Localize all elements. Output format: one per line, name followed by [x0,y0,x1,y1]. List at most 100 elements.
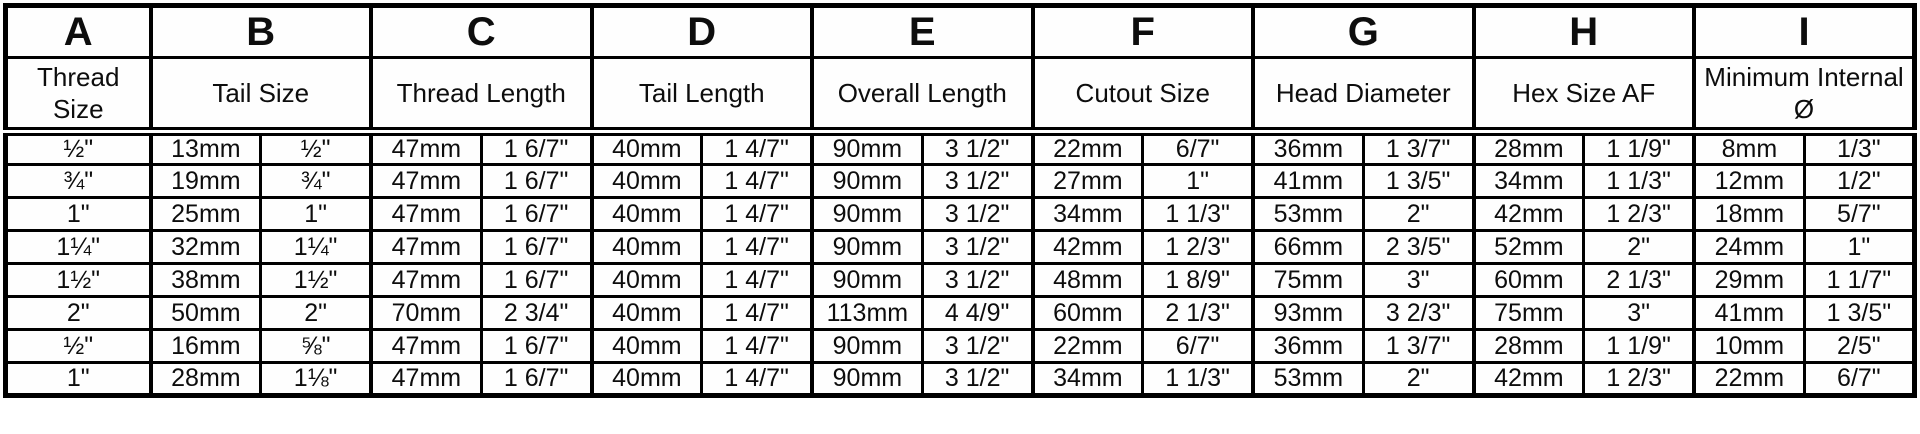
table-row: 1" 28mm 1⅛" 47mm 1 6/7" 40mm 1 4/7" 90mm 3 1/2" 3… [4,361,1917,397]
table-cell: 1½" [259,262,373,298]
table-cell: 3 1/2" [920,229,1035,265]
table-cell: 36mm [1250,328,1365,364]
table-cell: 2 3/5" [1361,229,1476,265]
table-cell: 3 1/2" [920,130,1035,166]
table-cell: 70mm [368,295,483,331]
table-cell: 24mm [1691,229,1806,265]
table-cell: 1 3/7" [1361,130,1476,166]
table-cell: 3 1/2" [920,196,1035,232]
column-letter-g: G [1251,4,1475,59]
table-cell: 1 3/5" [1361,163,1476,199]
table-cell: 1 1/9" [1582,328,1696,364]
table-header: A B C D E F G H I Thread Size Tail Size … [4,4,1916,136]
table-cell: 1" [259,196,373,232]
table-cell: 40mm [589,196,704,232]
table-cell: 6/7" [1141,328,1255,364]
table-cell: 34mm [1471,163,1586,199]
table-cell: ¾" [4,163,152,199]
table-cell: 2" [1582,229,1696,265]
header-head-diameter: Head Diameter [1251,56,1475,136]
table-cell: 40mm [589,229,704,265]
table-cell: 5/7" [1802,196,1917,232]
table-cell: 1 6/7" [479,262,594,298]
table-cell: 32mm [148,229,263,265]
table-cell: 75mm [1250,262,1365,298]
table-cell: 47mm [368,361,483,397]
table-cell: 2" [1361,361,1476,397]
table-cell: 1¼" [259,229,373,265]
table-cell: 2" [1361,196,1476,232]
column-letter-h: H [1471,4,1696,59]
table-cell: 1 1/3" [1141,361,1255,397]
table-cell: 42mm [1030,229,1145,265]
table-cell: 6/7" [1802,361,1917,397]
table-cell: 3 2/3" [1361,295,1476,331]
table-cell: ¾" [259,163,373,199]
table-cell: 47mm [368,196,483,232]
table-cell: 12mm [1691,163,1806,199]
table-cell: ⅝" [259,328,373,364]
header-tail-size: Tail Size [148,56,373,136]
table-cell: 60mm [1471,262,1586,298]
table-cell: 1 1/9" [1582,130,1696,166]
table-cell: 1 4/7" [700,328,814,364]
table-cell: 40mm [589,130,704,166]
header-tail-length: Tail Length [589,56,814,136]
column-description-row: Thread Size Tail Size Thread Length Tail… [4,56,1916,136]
table-cell: 27mm [1030,163,1145,199]
table-cell: 1 2/3" [1582,361,1696,397]
table-cell: 2 1/3" [1141,295,1255,331]
table-cell: 90mm [809,130,924,166]
table-cell: 34mm [1030,196,1145,232]
table-cell: 1 4/7" [700,130,814,166]
table-cell: 90mm [809,196,924,232]
table-cell: 6/7" [1141,130,1255,166]
table-cell: 53mm [1250,361,1365,397]
table-cell: 41mm [1250,163,1365,199]
table-cell: 90mm [809,361,924,397]
table-cell: 1 8/9" [1141,262,1255,298]
table-row: ½" 13mm ½" 47mm 1 6/7" 40mm 1 4/7" 90mm 3 1/2" 22… [4,130,1917,166]
header-thread-size: Thread Size [4,56,152,136]
table-cell: 1 6/7" [479,163,594,199]
table-cell: 47mm [368,130,483,166]
table-cell: 1 2/3" [1141,229,1255,265]
table-cell: 1 1/3" [1582,163,1696,199]
table-cell: 40mm [589,163,704,199]
table-cell: 48mm [1030,262,1145,298]
table-cell: 25mm [148,196,263,232]
table-cell: 3 1/2" [920,163,1035,199]
table-cell: 1 6/7" [479,196,594,232]
table-cell: 90mm [809,262,924,298]
table-row: 1¼" 32mm 1¼" 47mm 1 6/7" 40mm 1 4/7" 90mm 3 1/2"… [4,229,1917,265]
table-cell: 1 4/7" [700,262,814,298]
table-body: ½" 13mm ½" 47mm 1 6/7" 40mm 1 4/7" 90mm 3 1/2" 22… [4,130,1917,397]
column-letter-b: B [148,4,373,59]
table-cell: 10mm [1691,328,1806,364]
table-cell: 1 3/7" [1361,328,1476,364]
table-cell: 4 4/9" [920,295,1035,331]
table-cell: 2" [4,295,152,331]
table-row: ½" 16mm ⅝" 47mm 1 6/7" 40mm 1 4/7" 90mm 3 1/2" 22… [4,328,1917,364]
table-cell: 40mm [589,262,704,298]
table-cell: 41mm [1691,295,1806,331]
table-row: ¾" 19mm ¾" 47mm 1 6/7" 40mm 1 4/7" 90mm 3 1/2" 27… [4,163,1917,199]
table-cell: 1 2/3" [1582,196,1696,232]
table-cell: 1 6/7" [479,229,594,265]
table-cell: 34mm [1030,361,1145,397]
table-cell: 42mm [1471,361,1586,397]
table-cell: 1 4/7" [700,163,814,199]
table-cell: 90mm [809,163,924,199]
column-letter-i: I [1692,4,1916,59]
table-cell: 1⅛" [259,361,373,397]
table-cell: 52mm [1471,229,1586,265]
table-cell: 2" [259,295,373,331]
table-row: 1" 25mm 1" 47mm 1 6/7" 40mm 1 4/7" 90mm 3 1/2" 34… [4,196,1917,232]
table-cell: 22mm [1030,328,1145,364]
table-cell: 113mm [809,295,924,331]
table-cell: 19mm [148,163,263,199]
column-letter-e: E [810,4,1034,59]
table-cell: 3" [1582,295,1696,331]
column-letter-row: A B C D E F G H I [4,4,1916,59]
table-cell: 1/3" [1802,130,1917,166]
